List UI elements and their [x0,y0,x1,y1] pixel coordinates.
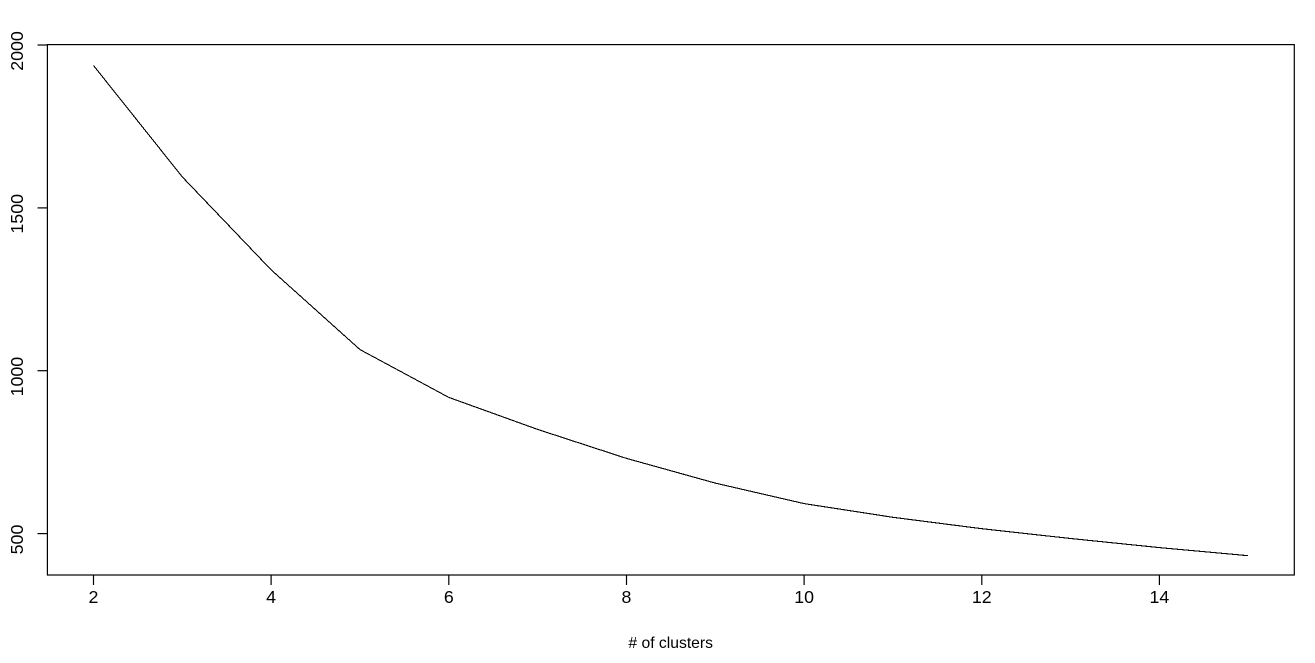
svg-text:12: 12 [972,587,992,607]
svg-text:# of clusters: # of clusters [628,635,713,652]
svg-text:10: 10 [794,587,814,607]
svg-text:500: 500 [7,525,27,555]
svg-text:2: 2 [89,587,99,607]
svg-text:1500: 1500 [7,194,27,234]
svg-text:4: 4 [266,587,276,607]
svg-text:6: 6 [444,587,454,607]
svg-text:8: 8 [622,587,632,607]
svg-text:1000: 1000 [7,357,27,397]
svg-text:14: 14 [1150,587,1170,607]
svg-text:2000: 2000 [7,31,27,71]
